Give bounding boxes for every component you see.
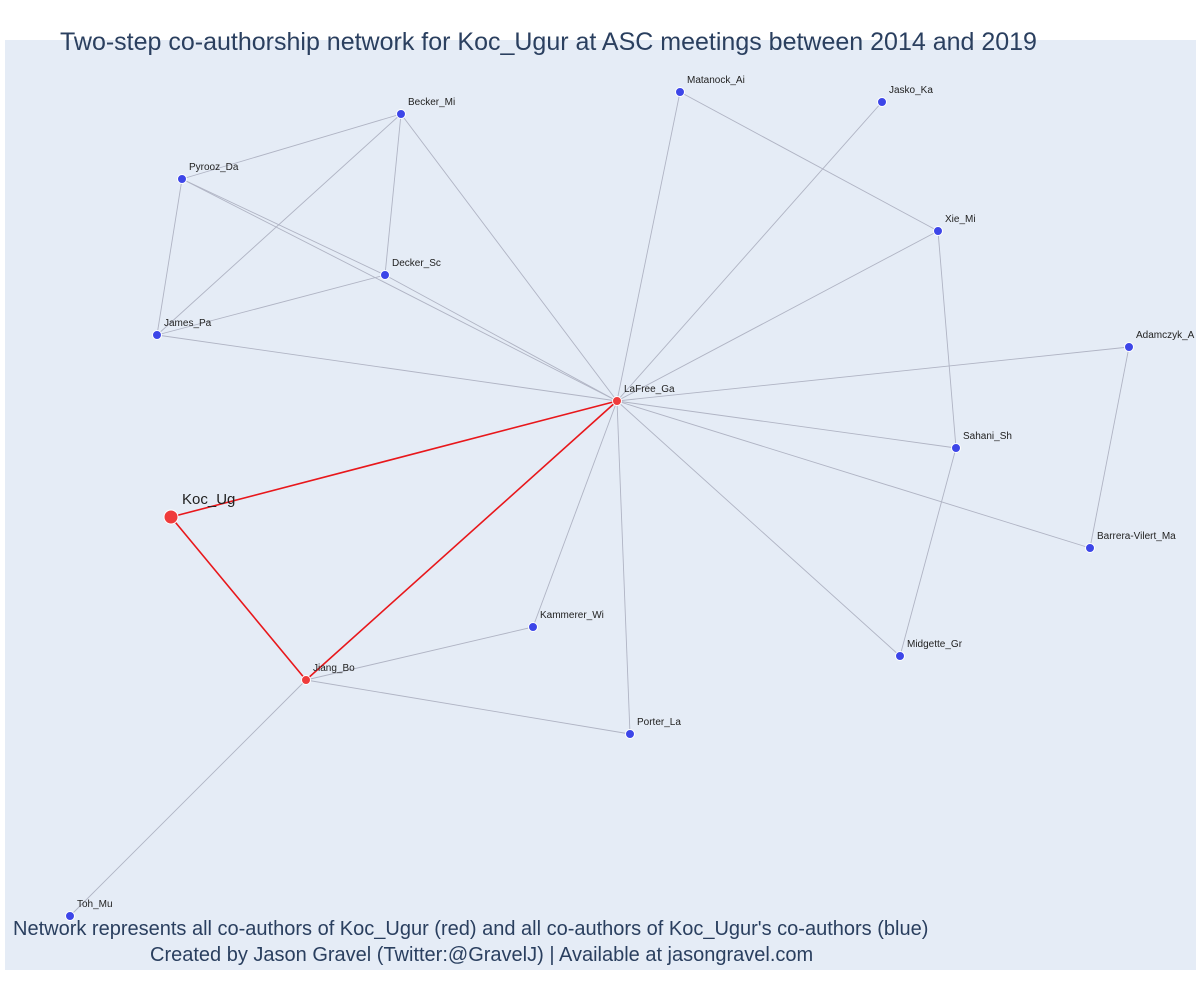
node-label-Midgette_Gr: Midgette_Gr [907,639,963,650]
edge-Pyrooz_Da-LaFree_Ga [181,178,618,402]
edge-Jasko_Ka-LaFree_Ga [616,101,883,402]
node-Decker_Sc[interactable] [380,270,390,280]
labels-layer: Koc_Ug LaFree_Ga Jiang_Bo Becker_Mi Pyrooz_D… [77,75,1195,910]
node-label-Matanock_Ai: Matanock_Ai [687,75,745,86]
edge-Porter_La-LaFree_Ga [616,400,631,735]
node-label-Decker_Sc: Decker_Sc [392,258,441,269]
node-Toh_Mu[interactable] [65,911,75,921]
plot-area [5,40,1196,970]
node-Adamczyk_A[interactable] [1124,342,1134,352]
node-label-Porter_La: Porter_La [637,717,681,728]
edge-Kammerer_Wi-LaFree_Ga [532,400,618,628]
node-Xie_Mi[interactable] [933,226,943,236]
node-label-Jasko_Ka: Jasko_Ka [889,85,933,96]
edge-Porter_La-Jiang_Bo [305,679,631,735]
node-James_Pa[interactable] [152,330,162,340]
nodes-layer [65,87,1134,921]
edge-Becker_Mi-Decker_Sc [384,113,402,276]
node-label-Sahani_Sh: Sahani_Sh [963,431,1012,442]
node-label-Becker_Mi: Becker_Mi [408,97,455,108]
node-Jasko_Ka[interactable] [877,97,887,107]
caption-line-1: Network represents all co-authors of Koc… [13,918,929,940]
node-Jiang_Bo[interactable] [301,675,311,685]
node-label-James_Pa: James_Pa [164,318,212,329]
edge-Pyrooz_Da-James_Pa [156,178,183,336]
edge-Xie_Mi-Sahani_Sh [937,230,957,449]
edge-Adamczyk_A-Barrera-Vilert_Ma [1089,346,1130,549]
node-LaFree_Ga[interactable] [612,396,622,406]
node-label-Kammerer_Wi: Kammerer_Wi [540,610,604,621]
edge-Xie_Mi-LaFree_Ga [616,230,939,402]
edge-Midgette_Gr-LaFree_Ga [616,400,901,657]
node-label-LaFree_Ga: LaFree_Ga [624,384,675,395]
edge-James_Pa-LaFree_Ga [156,334,618,402]
node-Barrera-Vilert_Ma[interactable] [1085,543,1095,553]
node-Midgette_Gr[interactable] [895,651,905,661]
edge-Koc_Ug-Jiang_Bo [170,516,307,681]
node-label-Jiang_Bo: Jiang_Bo [313,663,355,674]
caption-line-2: Created by Jason Gravel (Twitter:@Gravel… [150,944,814,966]
edge-Sahani_Sh-Midgette_Gr [899,447,957,657]
node-label-Barrera-Vilert_Ma: Barrera-Vilert_Ma [1097,531,1176,542]
node-label-Adamczyk_A: Adamczyk_A [1136,330,1195,341]
edge-Becker_Mi-Pyrooz_Da [181,113,402,180]
node-Pyrooz_Da[interactable] [177,174,187,184]
edge-Barrera-Vilert_Ma-LaFree_Ga [616,400,1091,549]
node-label-Toh_Mu: Toh_Mu [77,899,113,910]
node-label-Koc_Ug: Koc_Ug [182,491,235,508]
node-label-Xie_Mi: Xie_Mi [945,214,976,225]
edge-Jiang_Bo-LaFree_Ga [305,400,618,681]
edges-layer [69,91,1130,917]
node-Matanock_Ai[interactable] [675,87,685,97]
edge-Matanock_Ai-LaFree_Ga [616,91,681,402]
edge-Koc_Ug-LaFree_Ga [170,400,618,518]
edge-Decker_Sc-James_Pa [156,274,386,336]
node-label-Pyrooz_Da: Pyrooz_Da [189,162,239,173]
node-Sahani_Sh[interactable] [951,443,961,453]
node-Porter_La[interactable] [625,729,635,739]
edge-Sahani_Sh-LaFree_Ga [616,400,957,449]
node-Kammerer_Wi[interactable] [528,622,538,632]
edge-Adamczyk_A-LaFree_Ga [616,346,1130,402]
page-title: Two-step co-authorship network for Koc_U… [60,28,1037,56]
node-Koc_Ug[interactable] [163,509,179,525]
edge-Becker_Mi-LaFree_Ga [400,113,618,402]
node-Becker_Mi[interactable] [396,109,406,119]
edge-Matanock_Ai-Xie_Mi [679,91,939,232]
edge-Decker_Sc-LaFree_Ga [384,274,618,402]
edge-Kammerer_Wi-Jiang_Bo [305,626,534,681]
edge-Toh_Mu-Jiang_Bo [69,679,307,917]
edge-Pyrooz_Da-Decker_Sc [181,178,386,276]
